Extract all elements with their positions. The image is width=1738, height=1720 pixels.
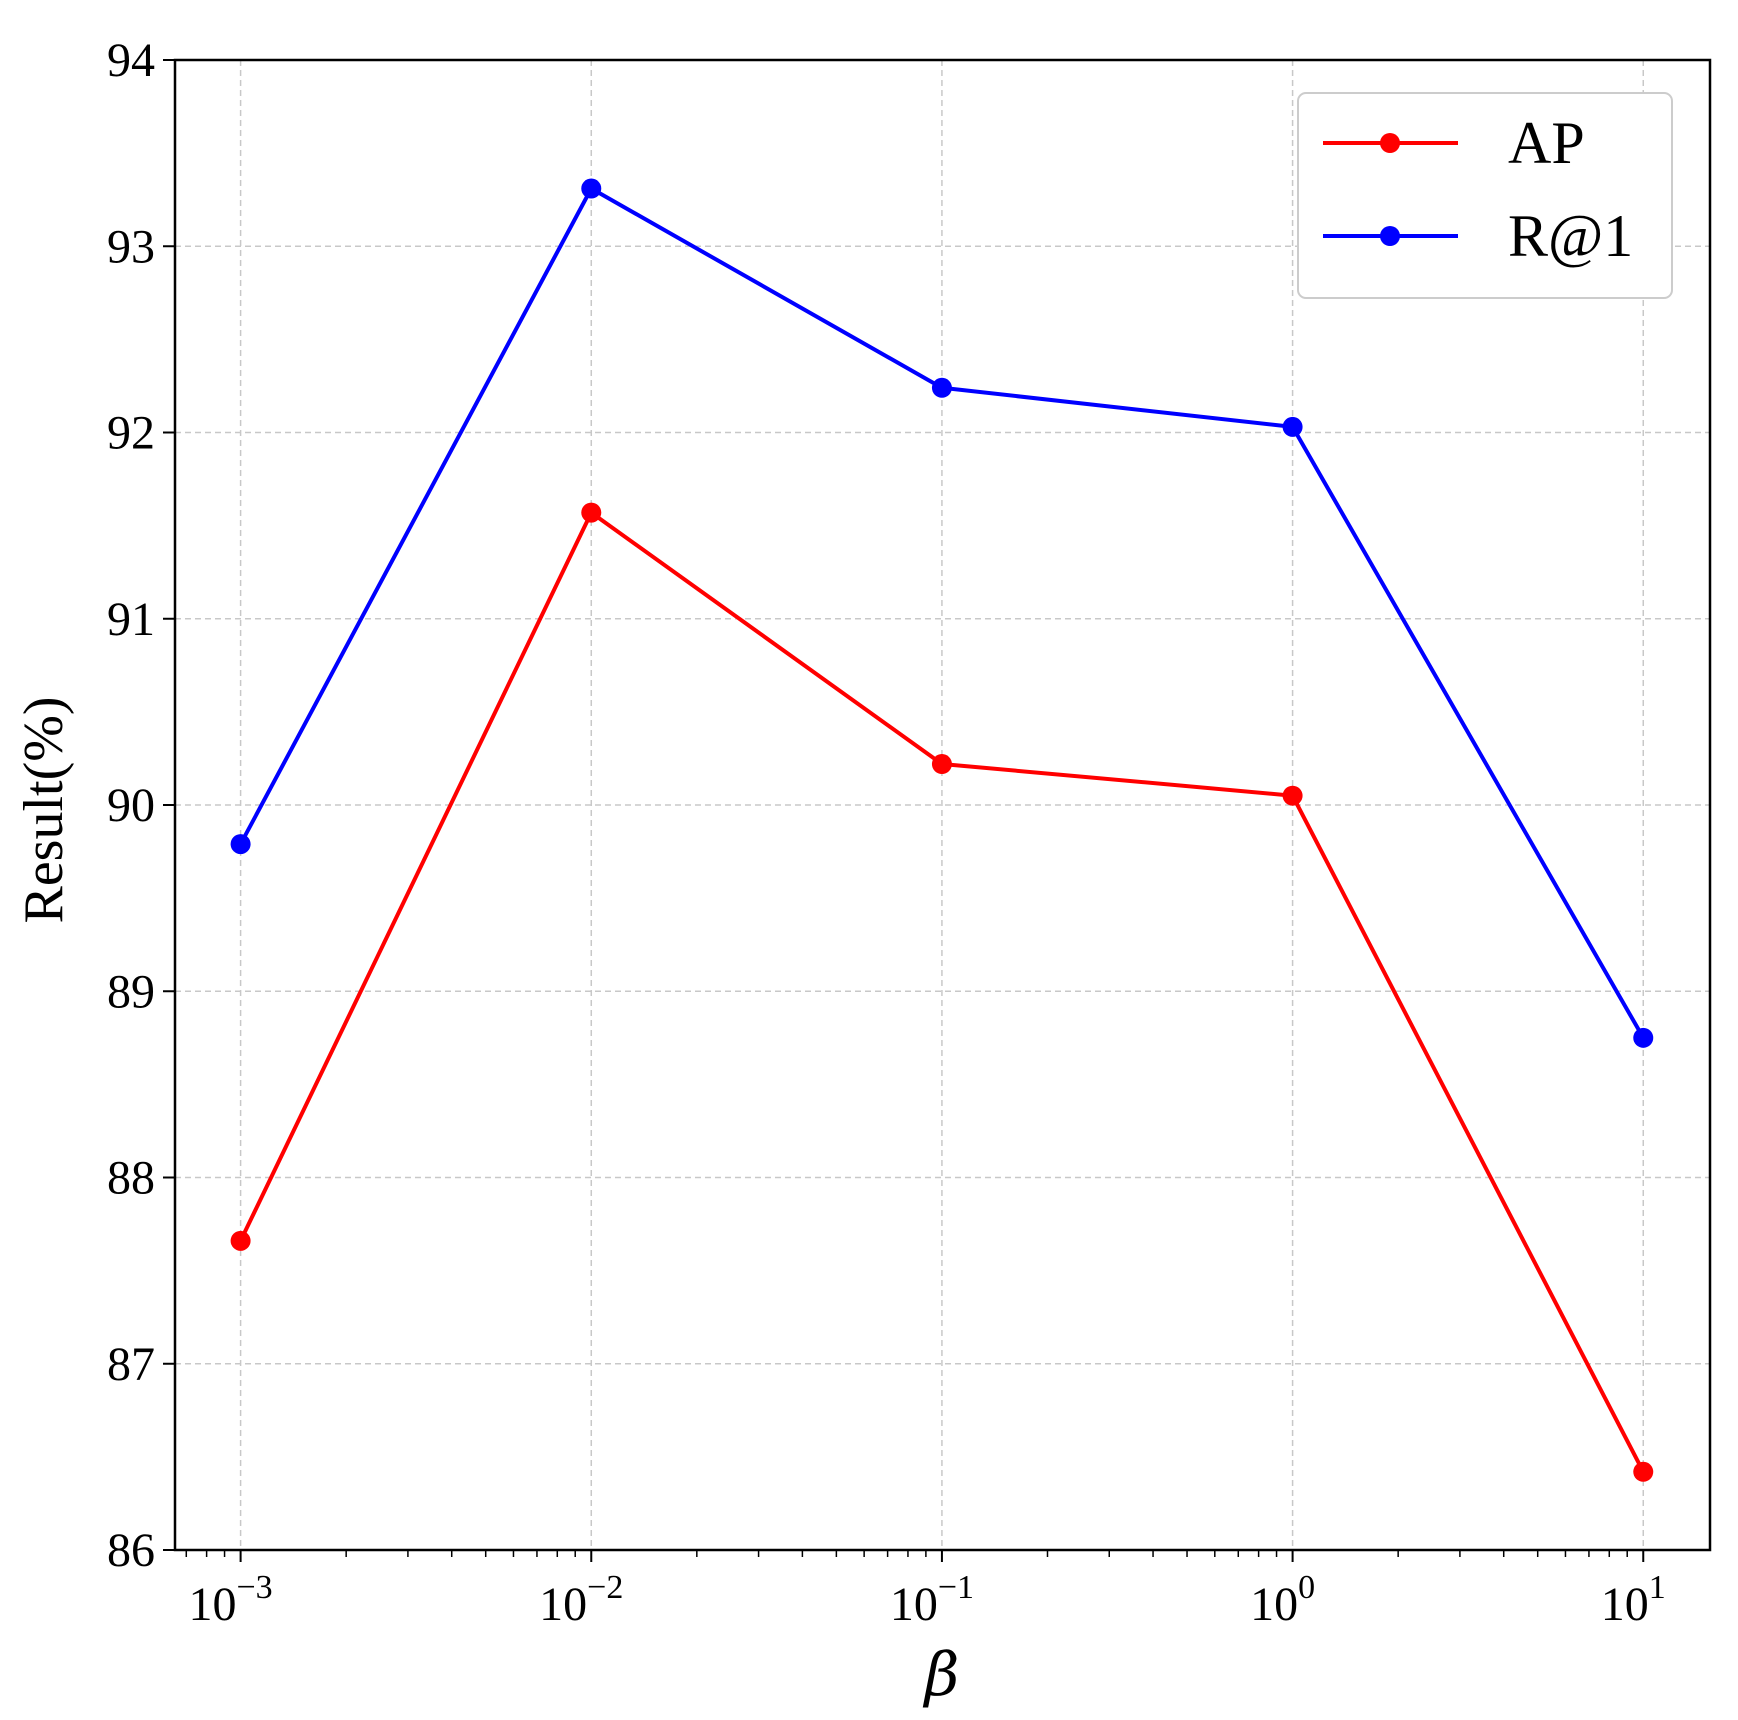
y-tick-label: 87 <box>107 1338 155 1391</box>
data-point <box>230 834 251 855</box>
y-tick-label: 94 <box>107 34 155 87</box>
x-tick-label: 100 <box>1250 1569 1315 1631</box>
y-axis-label: Result(%) <box>13 696 75 923</box>
y-tick-label: 89 <box>107 965 155 1018</box>
data-point <box>931 377 952 398</box>
x-tick-label: 10−3 <box>189 1569 273 1631</box>
y-tick-label: 90 <box>107 779 155 832</box>
data-point <box>230 1230 251 1251</box>
axis-ticks <box>163 59 1645 1562</box>
legend-marker <box>1380 133 1400 153</box>
x-tick-base: 10 <box>1601 1578 1649 1631</box>
x-tick-base: 10 <box>539 1578 587 1631</box>
y-tick-label: 88 <box>107 1152 155 1205</box>
x-tick-label: 101 <box>1601 1569 1666 1631</box>
y-tick-label: 86 <box>107 1524 155 1577</box>
x-tick-exponent: −3 <box>237 1569 273 1606</box>
plot-series <box>230 178 1654 1482</box>
y-tick-label: 91 <box>107 593 155 646</box>
x-tick-exponent: −1 <box>938 1569 974 1606</box>
legend-label: AP <box>1508 110 1585 176</box>
x-axis-label: β <box>923 1640 960 1710</box>
data-point <box>1282 785 1303 806</box>
legend: AP R@1 <box>1297 92 1673 299</box>
data-point <box>581 178 602 199</box>
data-point <box>1633 1461 1654 1482</box>
legend-marker <box>1380 226 1400 246</box>
y-tick-label: 93 <box>107 220 155 273</box>
x-tick-base: 10 <box>1250 1578 1298 1631</box>
x-tick-exponent: 1 <box>1649 1569 1666 1606</box>
data-point <box>581 502 602 523</box>
data-point <box>931 754 952 775</box>
x-tick-exponent: 0 <box>1298 1569 1315 1606</box>
x-tick-exponent: −2 <box>587 1569 623 1606</box>
x-tick-base: 10 <box>890 1578 938 1631</box>
x-tick-base: 10 <box>189 1578 237 1631</box>
data-point <box>1633 1027 1654 1048</box>
x-tick-label: 10−2 <box>539 1569 623 1631</box>
data-point <box>1282 416 1303 437</box>
y-tick-label: 92 <box>107 407 155 460</box>
legend-label: R@1 <box>1508 203 1633 269</box>
x-tick-label: 10−1 <box>890 1569 974 1631</box>
